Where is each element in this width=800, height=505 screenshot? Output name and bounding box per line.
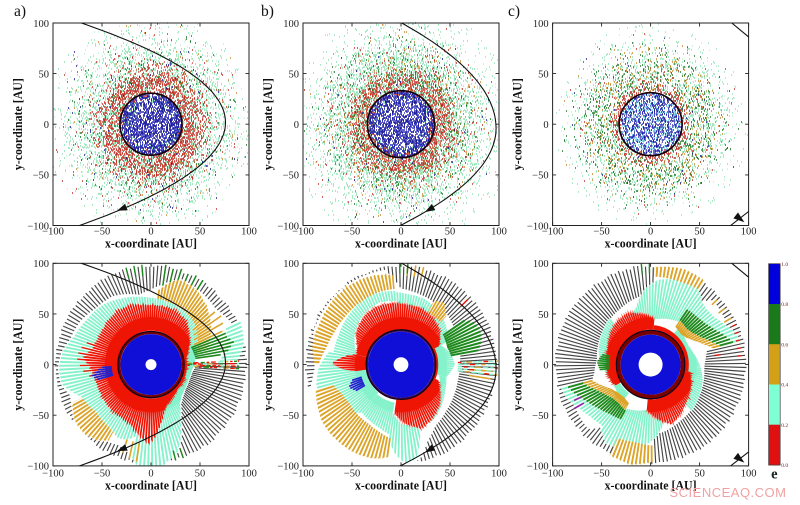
svg-text:100: 100 <box>33 19 49 30</box>
svg-text:50: 50 <box>445 227 456 238</box>
svg-text:100: 100 <box>491 227 507 238</box>
svg-text:−50: −50 <box>532 171 548 182</box>
svg-text:0: 0 <box>398 227 403 238</box>
svg-text:0.4: 0.4 <box>781 383 788 389</box>
svg-text:0.2: 0.2 <box>781 423 788 429</box>
svg-text:100: 100 <box>533 259 549 270</box>
svg-text:50: 50 <box>289 310 300 321</box>
svg-text:−50: −50 <box>344 227 360 238</box>
svg-text:100: 100 <box>241 468 257 479</box>
svg-text:e: e <box>771 467 778 483</box>
svg-text:50: 50 <box>694 227 705 238</box>
svg-text:50: 50 <box>538 310 549 321</box>
svg-text:c): c) <box>508 3 520 20</box>
svg-text:−100: −100 <box>292 227 314 238</box>
svg-text:0: 0 <box>398 468 403 479</box>
svg-text:y-coordinate [AU]: y-coordinate [AU] <box>10 319 25 411</box>
svg-text:y-coordinate [AU]: y-coordinate [AU] <box>510 78 525 170</box>
svg-text:50: 50 <box>39 69 50 80</box>
svg-text:−50: −50 <box>283 171 299 182</box>
svg-text:−50: −50 <box>33 171 49 182</box>
svg-text:−50: −50 <box>94 227 110 238</box>
svg-text:−100: −100 <box>42 227 64 238</box>
svg-text:0: 0 <box>44 120 49 131</box>
svg-text:50: 50 <box>39 310 50 321</box>
svg-text:100: 100 <box>533 19 549 30</box>
svg-text:b): b) <box>261 3 274 20</box>
svg-text:100: 100 <box>741 227 757 238</box>
svg-text:−100: −100 <box>277 462 299 473</box>
svg-text:−50: −50 <box>283 411 299 422</box>
svg-text:100: 100 <box>283 259 299 270</box>
svg-text:50: 50 <box>538 69 549 80</box>
svg-text:−50: −50 <box>532 411 548 422</box>
svg-text:0: 0 <box>543 360 548 371</box>
svg-text:−50: −50 <box>344 468 360 479</box>
svg-text:−100: −100 <box>542 227 564 238</box>
svg-text:−100: −100 <box>542 468 564 479</box>
svg-text:0: 0 <box>648 468 653 479</box>
svg-text:0.0: 0.0 <box>781 463 788 469</box>
svg-text:100: 100 <box>741 468 757 479</box>
svg-text:0.6: 0.6 <box>781 342 788 348</box>
svg-text:y-coordinate [AU]: y-coordinate [AU] <box>260 78 275 170</box>
svg-text:−100: −100 <box>27 462 49 473</box>
svg-text:−50: −50 <box>33 411 49 422</box>
svg-text:0: 0 <box>294 360 299 371</box>
svg-text:−100: −100 <box>42 468 64 479</box>
svg-text:y-coordinate [AU]: y-coordinate [AU] <box>260 319 275 411</box>
svg-text:−100: −100 <box>527 221 549 232</box>
svg-text:0: 0 <box>543 120 548 131</box>
svg-text:1.0: 1.0 <box>781 262 788 268</box>
svg-text:100: 100 <box>33 259 49 270</box>
svg-text:SCIENCEAQ.COM: SCIENCEAQ.COM <box>669 485 786 500</box>
svg-text:a): a) <box>14 3 26 20</box>
svg-text:x-coordinate [AU]: x-coordinate [AU] <box>355 236 447 251</box>
svg-text:50: 50 <box>289 69 300 80</box>
svg-text:0.8: 0.8 <box>781 302 788 308</box>
svg-text:x-coordinate [AU]: x-coordinate [AU] <box>105 478 197 493</box>
svg-text:x-coordinate [AU]: x-coordinate [AU] <box>605 236 697 251</box>
svg-text:100: 100 <box>491 468 507 479</box>
svg-text:−50: −50 <box>593 468 609 479</box>
svg-text:50: 50 <box>195 227 206 238</box>
svg-text:0: 0 <box>648 227 653 238</box>
svg-text:0: 0 <box>44 360 49 371</box>
svg-text:−100: −100 <box>292 468 314 479</box>
svg-text:x-coordinate [AU]: x-coordinate [AU] <box>355 478 447 493</box>
svg-text:0: 0 <box>294 120 299 131</box>
svg-text:50: 50 <box>694 468 705 479</box>
svg-text:−100: −100 <box>527 462 549 473</box>
svg-text:0: 0 <box>148 227 153 238</box>
svg-text:y-coordinate [AU]: y-coordinate [AU] <box>10 78 25 170</box>
svg-text:50: 50 <box>445 468 456 479</box>
svg-text:−100: −100 <box>27 221 49 232</box>
svg-text:100: 100 <box>241 227 257 238</box>
svg-text:x-coordinate [AU]: x-coordinate [AU] <box>605 478 697 493</box>
svg-text:−100: −100 <box>277 221 299 232</box>
svg-text:x-coordinate [AU]: x-coordinate [AU] <box>105 236 197 251</box>
svg-text:y-coordinate [AU]: y-coordinate [AU] <box>510 319 525 411</box>
svg-text:100: 100 <box>283 19 299 30</box>
svg-text:0: 0 <box>148 468 153 479</box>
svg-text:−50: −50 <box>94 468 110 479</box>
svg-text:−50: −50 <box>593 227 609 238</box>
svg-text:50: 50 <box>195 468 206 479</box>
